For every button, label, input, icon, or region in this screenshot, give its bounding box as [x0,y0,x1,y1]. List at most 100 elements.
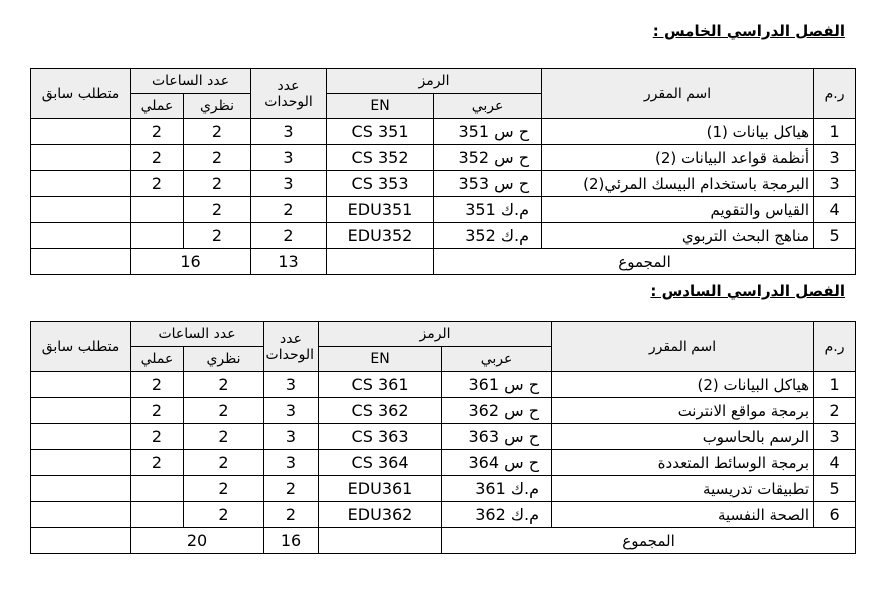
course-practical: 2 [129,397,185,424]
course-theory: 2 [183,423,265,450]
course-name: برمجة الوسائط المتعددة [551,449,815,476]
course-units: 3 [263,449,320,476]
header-num: ر.م [813,321,857,372]
total-empty [326,248,435,275]
course-prereq [30,222,131,249]
course-num: 6 [813,501,857,528]
course-prereq [30,371,131,398]
course-theory: 2 [183,371,265,398]
course-name: القياس والتقويم [541,196,815,223]
header-num: ر.م [813,68,857,119]
course-code-ar: م.ك 362 [441,501,553,528]
total-hours: 20 [129,527,265,554]
course-num: 1 [813,118,857,145]
course-units: 2 [250,196,328,223]
header-theory: نظري [183,346,265,372]
course-prereq [30,144,131,171]
course-practical: 2 [129,423,185,450]
course-num: 3 [813,170,857,197]
table-row: 3 البرمجة باستخدام البيسك المرئي(2) ح س 35… [30,170,857,197]
course-prereq [30,501,131,528]
courses-table: ر.م اسم المقرر الرمز عدد الوحدات عدد الساعات… [30,321,857,554]
course-name: الصحة النفسية [551,501,815,528]
header-name: اسم المقرر [551,321,815,372]
course-practical: 2 [129,118,185,145]
course-num: 4 [813,449,857,476]
course-theory: 2 [183,501,265,528]
course-code-en: CS 353 [326,170,435,197]
course-code-ar: ح س 361 [441,371,553,398]
course-code-ar: م.ك 352 [433,222,543,249]
table-row: 2 برمجة مواقع الانترنت ح س 362 CS 362 3 2 2 [30,397,857,424]
semester-title: الفصل الدراسي السادس : [650,282,845,300]
course-code-ar: ح س 351 [433,118,543,145]
course-num: 5 [813,222,857,249]
course-prereq [30,397,131,424]
total-label: المجموع [441,527,857,554]
course-name: البرمجة باستخدام البيسك المرئي(2) [541,170,815,197]
header-hours: عدد الساعات [129,68,252,94]
header-practical: عملي [129,93,185,119]
course-name: برمجة مواقع الانترنت [551,397,815,424]
course-theory: 2 [183,196,252,223]
table-row: 4 برمجة الوسائط المتعددة ح س 364 CS 364 3 2 2 [30,449,857,476]
header-row: ر.م اسم المقرر الرمز عدد الوحدات عدد الساعات… [30,68,857,119]
course-units: 3 [263,423,320,450]
course-code-ar: م.ك 361 [441,475,553,502]
course-name: مناهج البحث التربوي [541,222,815,249]
header-row: ر.م اسم المقرر الرمز عدد الوحدات عدد الساعات… [30,321,857,372]
course-num: 3 [813,423,857,450]
course-units: 2 [250,222,328,249]
course-code-ar: ح س 364 [441,449,553,476]
course-units: 2 [263,501,320,528]
table-row: 5 مناهج البحث التربوي م.ك 352 EDU352 2 2 [30,222,857,249]
course-num: 3 [813,144,857,171]
total-label: المجموع [433,248,857,275]
course-units: 2 [263,475,320,502]
course-practical: 2 [129,371,185,398]
course-code-en: EDU361 [318,475,443,502]
total-prereq-empty [30,248,131,275]
course-units: 3 [250,144,328,171]
total-row: المجموع 13 16 [30,248,857,275]
course-prereq [30,449,131,476]
header-code-en: EN [318,346,443,372]
course-practical [129,475,185,502]
table-row: 3 أنظمة قواعد البيانات (2) ح س 352 CS 352 3 2… [30,144,857,171]
course-theory: 2 [183,170,252,197]
header-code-ar: عربي [433,93,543,119]
header-code-ar: عربي [441,346,553,372]
header-units: عدد الوحدات [250,68,328,119]
total-units: 16 [263,527,320,554]
header-units: عدد الوحدات [263,321,320,372]
course-theory: 2 [183,118,252,145]
course-name: الرسم بالحاسوب [551,423,815,450]
total-hours: 16 [129,248,252,275]
total-row: المجموع 16 20 [30,527,857,554]
header-practical: عملي [129,346,185,372]
course-units: 3 [263,397,320,424]
course-theory: 2 [183,475,265,502]
course-code-ar: م.ك 351 [433,196,543,223]
course-code-en: CS 352 [326,144,435,171]
course-code-en: EDU352 [326,222,435,249]
course-prereq [30,118,131,145]
table-row: 4 القياس والتقويم م.ك 351 EDU351 2 2 [30,196,857,223]
course-units: 3 [250,118,328,145]
table-row: 1 هياكل البيانات (2) ح س 361 CS 361 3 2 2 [30,371,857,398]
header-code-en: EN [326,93,435,119]
course-prereq [30,423,131,450]
course-practical: 2 [129,449,185,476]
table-row: 1 هياكل بيانات (1) ح س 351 CS 351 3 2 2 [30,118,857,145]
course-code-en: EDU362 [318,501,443,528]
course-theory: 2 [183,222,252,249]
course-code-en: CS 362 [318,397,443,424]
course-prereq [30,196,131,223]
course-num: 5 [813,475,857,502]
table-row: 3 الرسم بالحاسوب ح س 363 CS 363 3 2 2 [30,423,857,450]
course-practical: 2 [129,170,185,197]
course-prereq [30,475,131,502]
course-theory: 2 [183,397,265,424]
course-theory: 2 [183,449,265,476]
course-code-en: EDU351 [326,196,435,223]
